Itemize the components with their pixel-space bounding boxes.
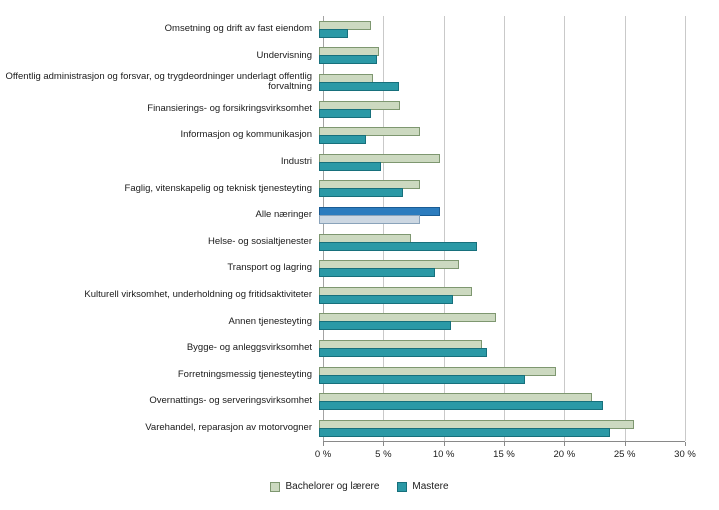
category-label: Forretningsmessig tjenesteyting (177, 368, 312, 380)
bar-mastere (319, 135, 367, 145)
category-label: Transport og lagring (227, 262, 312, 274)
legend-item: Bachelorer og lærere (270, 481, 379, 492)
bar-group (319, 202, 681, 229)
bar-group (319, 69, 681, 96)
category-label: Informasjon og kommunikasjon (180, 129, 312, 141)
category-label: Overnattings- og serveringsvirksomhet (149, 395, 312, 407)
category-row: Kulturell virksomhet, underholdning og f… (0, 282, 685, 309)
category-label: Bygge- og anleggsvirksomhet (186, 342, 312, 354)
bar-group (319, 388, 681, 415)
legend-swatch (270, 481, 281, 492)
x-tick-label: 30 % (674, 449, 696, 460)
bar-group (319, 282, 681, 309)
category-label: Omsetning og drift av fast eiendom (164, 22, 312, 34)
category-row: Alle næringer (0, 202, 685, 229)
bar-mastere (319, 268, 435, 278)
category-row: Finansierings- og forsikringsvirksomhet (0, 96, 685, 123)
x-tick-label: 15 % (493, 449, 515, 460)
x-tick-label: 20 % (553, 449, 576, 460)
gridline (685, 16, 686, 441)
plot-gridlines (323, 16, 686, 441)
x-tick (564, 442, 566, 446)
category-label: Finansierings- og forsikringsvirksomhet (147, 102, 312, 114)
x-tick (504, 442, 505, 446)
bar-mastere (319, 214, 421, 224)
x-tick-label: 10 % (432, 449, 455, 460)
bar-mastere (319, 374, 526, 384)
bar-group (319, 16, 681, 43)
bar-mastere (319, 161, 381, 171)
bar-mastere (319, 241, 478, 251)
category-row: Forretningsmessig tjenesteyting (0, 362, 685, 389)
x-tick (624, 442, 626, 446)
category-label: Kulturell virksomhet, underholdning og f… (84, 288, 312, 300)
category-row: Faglig, vitenskapelig og teknisk tjenest… (0, 176, 685, 203)
gridline (564, 16, 566, 441)
category-label: Alle næringer (255, 209, 313, 221)
x-tick-label: 0 % (314, 449, 332, 460)
gridline (624, 16, 626, 441)
x-tick (323, 442, 324, 446)
gridline (383, 16, 385, 441)
chart-rows: Omsetning og drift av fast eiendom Underv… (0, 16, 685, 442)
category-label: Offentlig administrasjon og forsvar, og … (5, 70, 312, 93)
bar-group (319, 122, 681, 149)
gridline (504, 16, 505, 441)
bar-mastere (319, 81, 399, 91)
bar-group (319, 309, 681, 336)
category-label: Faglig, vitenskapelig og teknisk tjenest… (124, 182, 312, 194)
legend-item: Mastere (397, 481, 449, 492)
bar-mastere (319, 321, 451, 331)
x-tick (383, 442, 385, 446)
category-row: Industri (0, 149, 685, 176)
bar-group (319, 255, 681, 282)
gridline (323, 16, 324, 441)
bar-mastere (319, 427, 610, 437)
x-tick-label: 25 % (613, 449, 636, 460)
category-row: Overnattings- og serveringsvirksomhet (0, 388, 685, 415)
category-row: Offentlig administrasjon og forsvar, og … (0, 69, 685, 96)
category-label: Annen tjenesteyting (228, 315, 312, 327)
category-row: Helse- og sosialtjenester (0, 229, 685, 256)
category-label: Helse- og sosialtjenester (207, 235, 312, 247)
bar-group (319, 96, 681, 123)
bar-mastere (319, 188, 404, 198)
x-tick (685, 442, 686, 446)
category-label: Industri (280, 155, 312, 167)
category-row: Omsetning og drift av fast eiendom (0, 16, 685, 43)
x-axis-line (323, 441, 685, 442)
bar-mastere (319, 28, 348, 38)
bar-mastere (319, 294, 453, 304)
bar-group (319, 149, 681, 176)
category-row: Bygge- og anleggsvirksomhet (0, 335, 685, 362)
gridline (443, 16, 445, 441)
bar-group (319, 415, 681, 442)
bar-group (319, 335, 681, 362)
category-label: Varehandel, reparasjon av motorvogner (145, 421, 312, 433)
category-row: Informasjon og kommunikasjon (0, 122, 685, 149)
category-row: Transport og lagring (0, 255, 685, 282)
bar-group (319, 229, 681, 256)
legend-label: Bachelorer og lærere (285, 481, 380, 492)
legend-swatch (397, 481, 408, 492)
bar-mastere (319, 401, 603, 411)
bar-group (319, 176, 681, 203)
bar-mastere (319, 347, 487, 357)
category-row: Undervisning (0, 43, 685, 70)
category-label: Undervisning (256, 49, 312, 61)
category-row: Varehandel, reparasjon av motorvogner (0, 415, 685, 442)
bar-mastere (319, 108, 371, 118)
bar-group (319, 362, 681, 389)
category-row: Annen tjenesteyting (0, 309, 685, 336)
legend: Bachelorer og lærere Mastere (0, 481, 719, 492)
legend-label: Mastere (412, 481, 449, 492)
bar-mastere (319, 55, 377, 65)
x-tick (443, 442, 445, 446)
bar-bachelorer-og-laerere (319, 127, 421, 137)
bar-group (319, 43, 681, 70)
x-tick-label: 5 % (375, 449, 392, 460)
